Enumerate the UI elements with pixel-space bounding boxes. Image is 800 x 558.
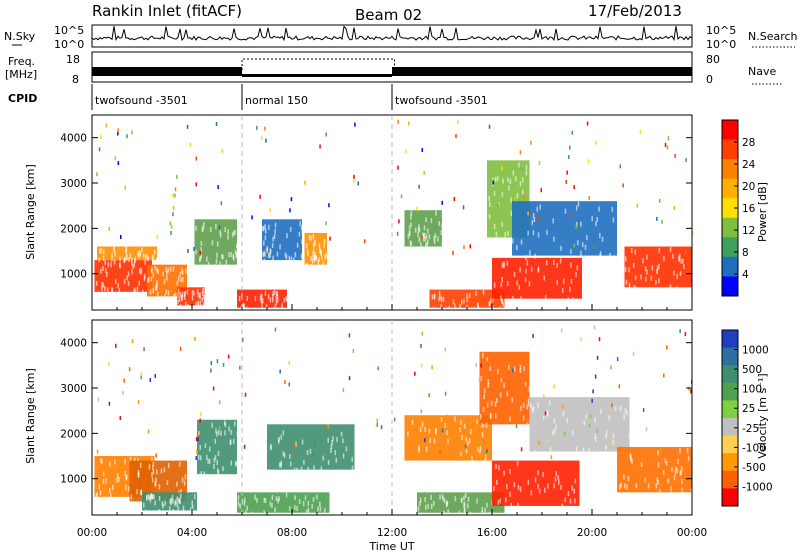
colorbar-tick-0: 28 bbox=[742, 137, 755, 149]
colorbar-tick-6: 4 bbox=[742, 269, 749, 281]
power-colorbar-label: Power [dB] bbox=[756, 182, 769, 242]
xtick-label-0: 00:00 bbox=[77, 527, 107, 539]
colorbar-swatch-0 bbox=[722, 120, 738, 141]
freq-right-tick-top: 80 bbox=[706, 53, 720, 66]
ytick-label-1: 2000 bbox=[60, 223, 87, 235]
colorbar-tick-2: 100 bbox=[742, 384, 762, 396]
colorbar-swatch-5 bbox=[722, 217, 738, 238]
freq-band-1 bbox=[392, 67, 692, 76]
freq-left-tick-top: 18 bbox=[66, 53, 80, 66]
xtick-label-2: 08:00 bbox=[277, 527, 307, 539]
colorbar-tick-1: 24 bbox=[742, 159, 756, 171]
colorbar-swatch-4 bbox=[722, 198, 738, 219]
date-title: 17/Feb/2013 bbox=[588, 2, 682, 20]
velocity-colorbar: 1000 500 100 25 -25 -100 -500 -1000 bbox=[721, 329, 773, 507]
colorbar-swatch-7 bbox=[722, 453, 738, 472]
velocity-ylabel: Slant Range [km] bbox=[24, 368, 37, 464]
nave-label: Nave bbox=[748, 65, 776, 78]
colorbar-swatch-8 bbox=[722, 276, 738, 297]
cpid-segment-1: normal 150 bbox=[245, 94, 308, 107]
freq-left-tick-bottom: 8 bbox=[72, 73, 79, 86]
ytick-label-2: 3000 bbox=[60, 383, 87, 395]
time-axis-ticks: 00:00 04:00 08:00 12:00 16:00 20:00 00:00 bbox=[77, 527, 707, 539]
echo-region-6 bbox=[404, 415, 492, 461]
cpid-segment-0: twofsound -3501 bbox=[95, 94, 188, 107]
xtick-label-5: 20:00 bbox=[577, 527, 607, 539]
noise-panel-frame bbox=[91, 24, 693, 48]
time-axis-label: Time UT bbox=[368, 540, 414, 553]
colorbar-swatch-0 bbox=[722, 330, 738, 349]
power-colorbar: 28 24 20 16 12 8 4 bbox=[721, 119, 756, 297]
colorbar-tick-4: -25 bbox=[742, 423, 759, 435]
colorbar-tick-1: 500 bbox=[742, 364, 762, 376]
noise-left-tick-bottom: 10^0 bbox=[54, 38, 84, 51]
colorbar-swatch-8 bbox=[722, 470, 738, 489]
ytick-label-2: 3000 bbox=[60, 178, 87, 190]
freq-right-tick-bottom: 0 bbox=[706, 73, 713, 86]
echo-region-0 bbox=[94, 260, 152, 292]
colorbar-swatch-2 bbox=[722, 365, 738, 384]
colorbar-swatch-1 bbox=[722, 347, 738, 366]
freq-label-line2: [MHz] bbox=[5, 68, 37, 81]
power-panel: 1000 2000 3000 4000 bbox=[60, 114, 694, 313]
echo-region-12 bbox=[512, 201, 617, 256]
noise-right-tick-top: 10^5 bbox=[706, 24, 736, 37]
ytick-label-0: 1000 bbox=[60, 269, 87, 281]
noise-left-tick-top: 10^5 bbox=[54, 24, 84, 37]
colorbar-swatch-3 bbox=[722, 382, 738, 401]
ytick-label-3: 4000 bbox=[60, 133, 87, 145]
echo-region-11 bbox=[617, 446, 692, 493]
noise-left-label: N.Sky bbox=[4, 30, 36, 43]
colorbar-tick-3: 16 bbox=[742, 203, 756, 215]
freq-label-line1: Freq. bbox=[8, 55, 35, 68]
nave-line bbox=[241, 58, 395, 70]
noise-sky-line bbox=[91, 25, 693, 42]
power-ylabel: Slant Range [km] bbox=[24, 164, 37, 260]
beam-title: Beam 02 bbox=[355, 6, 422, 24]
colorbar-tick-4: 12 bbox=[742, 225, 755, 237]
ytick-label-3: 4000 bbox=[60, 338, 87, 350]
xtick-label-6: 00:00 bbox=[677, 527, 707, 539]
noise-trace bbox=[91, 25, 693, 42]
velocity-panel: 1000 2000 3000 4000 bbox=[60, 319, 693, 518]
colorbar-tick-7: -1000 bbox=[742, 481, 773, 493]
colorbar-swatch-4 bbox=[722, 400, 738, 419]
colorbar-swatch-6 bbox=[722, 435, 738, 454]
cpid-segment-2: twofsound -3501 bbox=[395, 94, 488, 107]
colorbar-swatch-2 bbox=[722, 159, 738, 180]
freq-band-0 bbox=[92, 67, 242, 76]
xtick-label-4: 16:00 bbox=[477, 527, 507, 539]
freq-trace bbox=[92, 58, 692, 77]
ytick-label-0: 1000 bbox=[60, 474, 87, 486]
cpid-label: CPID bbox=[8, 92, 37, 105]
xtick-label-1: 04:00 bbox=[177, 527, 207, 539]
noise-right-tick-bottom: 10^0 bbox=[706, 38, 736, 51]
colorbar-swatch-3 bbox=[722, 178, 738, 199]
echo-region-10 bbox=[529, 397, 630, 452]
noise-right-label: N.Search bbox=[748, 30, 798, 43]
colorbar-swatch-9 bbox=[722, 488, 738, 507]
colorbar-swatch-1 bbox=[722, 139, 738, 160]
colorbar-swatch-6 bbox=[722, 237, 738, 258]
echo-region-11 bbox=[492, 257, 582, 299]
echo-region-3 bbox=[197, 419, 237, 475]
freq-band-normal bbox=[242, 74, 392, 77]
cpid-row: twofsound -3501 normal 150 twofsound -3501 bbox=[91, 84, 488, 110]
colorbar-swatch-7 bbox=[722, 256, 738, 277]
ytick-label-1: 2000 bbox=[60, 428, 87, 440]
colorbar-swatch-5 bbox=[722, 418, 738, 437]
colorbar-tick-5: -100 bbox=[742, 442, 766, 454]
velocity-colorbar-label: Velocity [m s⁻¹] bbox=[756, 373, 769, 458]
echo-region-4 bbox=[237, 492, 330, 513]
colorbar-tick-0: 1000 bbox=[742, 345, 769, 357]
echo-region-9 bbox=[479, 351, 530, 425]
colorbar-tick-5: 8 bbox=[742, 247, 749, 259]
station-title: Rankin Inlet (fitACF) bbox=[92, 2, 242, 20]
colorbar-tick-2: 20 bbox=[742, 181, 755, 193]
xtick-label-3: 12:00 bbox=[377, 527, 407, 539]
colorbar-tick-6: -500 bbox=[742, 462, 766, 474]
colorbar-tick-3: 25 bbox=[742, 403, 755, 415]
